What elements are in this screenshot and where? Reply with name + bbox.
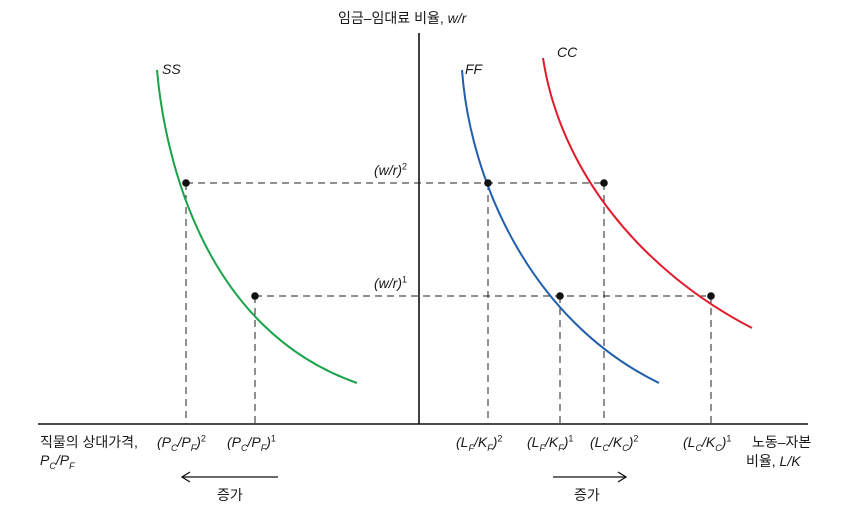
pc-sub: C: [49, 460, 56, 471]
tick-part: (L: [456, 434, 469, 450]
tick-part: ): [721, 434, 727, 450]
tick-part: ): [266, 434, 271, 450]
tick-pp1: (PC/PF)1: [227, 433, 276, 453]
tick-lkc1: (LC/KC)1: [683, 433, 732, 453]
cc-label: CC: [557, 44, 578, 60]
pc-p: P: [40, 452, 50, 468]
y-axis-title: 임금–임대료 비율, w/r: [338, 10, 466, 26]
arrow-left-label: 증가: [217, 487, 243, 503]
tick-exp: 2: [497, 433, 503, 444]
tick-wr2: (w/r)2: [374, 162, 407, 178]
arrow-right-label: 증가: [574, 487, 600, 503]
tick-sub: F: [260, 442, 267, 453]
ff-label: FF: [465, 61, 483, 77]
cc-curve: [542, 57, 753, 329]
tick-part: /K: [473, 434, 488, 450]
y-axis-title-symbol: w/r: [447, 10, 467, 26]
tick-sub: F: [190, 442, 197, 453]
point-ss-1: [251, 292, 259, 300]
tick-part: /P: [247, 434, 261, 450]
point-cc-2: [600, 179, 608, 187]
tick-part: (P: [227, 434, 241, 450]
point-cc-1: [707, 292, 715, 300]
tick-wr2-exp: 2: [402, 161, 408, 172]
point-ss-2: [182, 179, 190, 187]
x-axis-title-right-symbol: L/K: [779, 453, 801, 469]
tick-wr1: (w/r)1: [374, 275, 407, 291]
ss-label: SS: [162, 61, 181, 77]
tick-part: (L: [590, 434, 603, 450]
tick-exp: 2: [633, 433, 639, 444]
tick-exp: 2: [200, 433, 206, 444]
x-axis-title-left: 직물의 상대가격,: [40, 434, 138, 450]
point-ff-1: [556, 292, 564, 300]
tick-part: /K: [544, 434, 559, 450]
pf-sub: F: [69, 460, 75, 471]
arrow-right-head: [617, 471, 628, 483]
ff-curve: [461, 69, 660, 384]
tick-part: ): [492, 434, 498, 450]
x-axis-title-right-line1: 노동–자본: [752, 434, 812, 450]
tick-wr1-base: (w/r): [374, 275, 402, 291]
tick-sub: F: [558, 442, 564, 453]
tick-exp: 1: [270, 433, 276, 444]
tick-lkf2: (LF/KF)2: [456, 433, 503, 453]
tick-exp: 1: [568, 433, 574, 444]
point-ff-2: [484, 179, 492, 187]
tick-part: /K: [608, 434, 623, 450]
tick-part: ): [196, 434, 201, 450]
tick-sub: F: [487, 442, 493, 453]
tick-sub: C: [622, 442, 629, 453]
x-axis-title-left-korean: 직물의 상대가격,: [40, 434, 138, 450]
tick-part: (L: [683, 434, 696, 450]
tick-sub: C: [695, 442, 702, 453]
ss-curve: [156, 69, 358, 384]
tick-wr2-base: (w/r): [374, 162, 402, 178]
x-axis-title-right-korean: 비율,: [746, 453, 776, 469]
pf-p: /P: [55, 452, 70, 468]
tick-part: /P: [177, 434, 191, 450]
tick-sub: C: [171, 442, 178, 453]
x-axis-title-right-line2: 비율, L/K: [746, 453, 801, 469]
tick-sub: C: [715, 442, 722, 453]
arrow-left-head: [180, 471, 191, 483]
guide-lines: [185, 182, 712, 424]
tick-sub: C: [602, 442, 609, 453]
tick-sub: C: [241, 442, 248, 453]
tick-lkc2: (LC/KC)2: [590, 433, 639, 453]
tick-lkf1: (LF/KF)1: [527, 433, 574, 453]
tick-part: ): [628, 434, 634, 450]
tick-exp: 1: [726, 433, 732, 444]
tick-part: ): [563, 434, 569, 450]
tick-pp2: (PC/PF)2: [157, 433, 206, 453]
tick-wr1-exp: 1: [402, 274, 408, 285]
tick-sub: F: [468, 442, 474, 453]
tick-part: (L: [527, 434, 540, 450]
arrows: [180, 471, 628, 483]
tick-part: (P: [157, 434, 171, 450]
x-axis-title-left-symbol: PC/PF: [40, 452, 75, 471]
y-axis-title-korean: 임금–임대료 비율,: [338, 10, 444, 26]
tick-part: /K: [701, 434, 716, 450]
points: [182, 179, 715, 300]
tick-sub: F: [539, 442, 545, 453]
